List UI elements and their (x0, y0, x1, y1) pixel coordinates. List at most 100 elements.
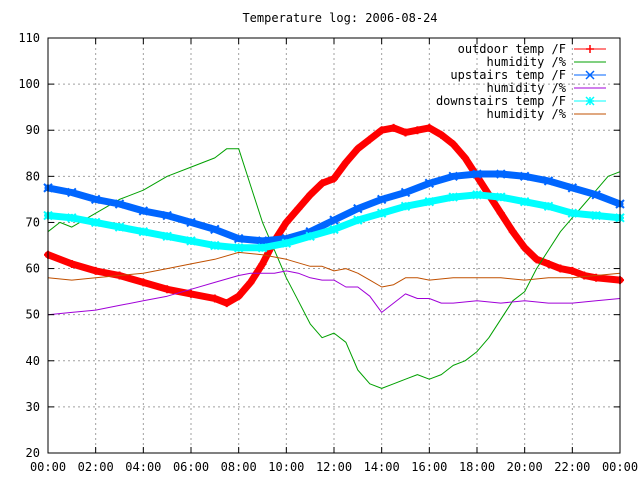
series-point-2 (519, 171, 530, 182)
series-point-0 (461, 153, 470, 162)
series-point-0 (330, 174, 338, 183)
series-point-2 (90, 194, 101, 205)
axes: 20 30 40 50 60 70 80 90 100 110 00:00 02:00 04:00 06:… (18, 31, 638, 474)
series-point-4 (376, 208, 387, 218)
series-point-0 (365, 135, 374, 144)
series-point-0 (67, 259, 76, 268)
series-point-0 (544, 259, 553, 268)
series-point-0 (449, 140, 458, 149)
series-point-4 (424, 196, 435, 207)
y-tick-label: 110 (18, 31, 40, 45)
series-point-0 (306, 190, 315, 199)
x-tick-label: 10:00 (268, 460, 304, 474)
series-point-2 (448, 171, 458, 182)
legend-label: upstairs temp /F (450, 68, 566, 82)
series-point-0 (413, 126, 422, 135)
series-point-4 (496, 192, 506, 202)
x-tick-label: 06:00 (173, 460, 209, 474)
x-tick-label: 08:00 (221, 460, 257, 474)
series-point-4 (448, 192, 458, 202)
series-point-4 (519, 196, 530, 207)
x-tick-label: 00:00 (30, 460, 66, 474)
x-tick-label: 16:00 (411, 460, 447, 474)
series-point-2 (543, 176, 554, 186)
series-point-2 (376, 194, 387, 205)
series-point-2 (424, 178, 435, 188)
series-point-0 (318, 179, 327, 188)
series-point-0 (258, 259, 267, 268)
series-point-2 (400, 187, 411, 198)
legend-label: humidity /% (487, 107, 567, 121)
legend-label: humidity /% (487, 81, 567, 95)
series-point-0 (163, 285, 172, 294)
series-point-4 (472, 190, 482, 200)
series-point-2 (257, 236, 268, 246)
y-tick-label: 30 (26, 400, 40, 414)
series-point-4 (257, 243, 268, 253)
series-point-0 (353, 144, 362, 153)
x-tick-label: 18:00 (459, 460, 495, 474)
series-point-2 (162, 210, 172, 221)
series-point-0 (91, 266, 100, 275)
legend-label: humidity /% (487, 55, 567, 69)
series-point-0 (568, 266, 577, 275)
chart-title: Temperature log: 2006-08-24 (242, 11, 437, 25)
x-tick-label: 22:00 (554, 460, 590, 474)
series-point-0 (580, 271, 589, 280)
y-tick-label: 90 (26, 123, 40, 137)
series-point-0 (556, 264, 565, 273)
series-point-4 (186, 236, 196, 246)
series-point-0 (425, 123, 434, 132)
series-point-2 (496, 169, 506, 179)
series-point-4 (305, 231, 315, 241)
series-point-2 (210, 224, 220, 235)
series-point-2 (114, 199, 125, 209)
series-point-4 (281, 238, 292, 248)
series-point-4 (162, 231, 172, 241)
series-point-2 (353, 203, 363, 214)
series-point-0 (389, 123, 398, 132)
series-point-2 (567, 183, 578, 193)
y-tick-label: 80 (26, 169, 40, 183)
x-tick-label: 12:00 (316, 460, 352, 474)
x-tick-label: 00:00 (602, 460, 638, 474)
series-point-0 (520, 243, 529, 252)
series-point-0 (508, 227, 517, 236)
series-point-4 (210, 240, 220, 251)
x-tick-label: 04:00 (125, 460, 161, 474)
x-tick-label: 20:00 (507, 460, 543, 474)
x-tick-label: 02:00 (78, 460, 114, 474)
series-point-0 (496, 209, 505, 218)
legend-marker (585, 96, 595, 106)
series-point-4 (567, 208, 578, 218)
series-point-0 (294, 204, 303, 213)
series-layer (43, 123, 625, 389)
series-point-2 (233, 233, 244, 244)
series-point-4 (67, 213, 77, 223)
series-point-0 (222, 299, 231, 308)
legend-label: outdoor temp /F (458, 42, 566, 56)
series-point-0 (210, 294, 219, 303)
y-tick-label: 50 (26, 308, 40, 322)
series-point-0 (246, 278, 255, 287)
series-point-4 (400, 201, 411, 212)
series-line-1 (47, 148, 621, 389)
series-point-0 (187, 289, 195, 298)
x-tick-label: 14:00 (364, 460, 400, 474)
series-point-0 (401, 128, 410, 137)
series-point-0 (377, 126, 386, 135)
series-point-0 (234, 292, 243, 301)
y-tick-label: 70 (26, 215, 40, 229)
series-point-4 (543, 201, 554, 212)
y-tick-label: 20 (26, 446, 40, 460)
legend-marker (586, 45, 594, 53)
y-tick-label: 40 (26, 354, 40, 368)
series-point-4 (90, 217, 101, 228)
series-point-2 (329, 215, 339, 225)
series-point-4 (138, 226, 149, 237)
series-point-4 (233, 243, 244, 253)
series-line-3 (47, 270, 621, 316)
y-tick-label: 100 (18, 77, 40, 91)
legend-label: downstairs temp /F (436, 94, 566, 108)
